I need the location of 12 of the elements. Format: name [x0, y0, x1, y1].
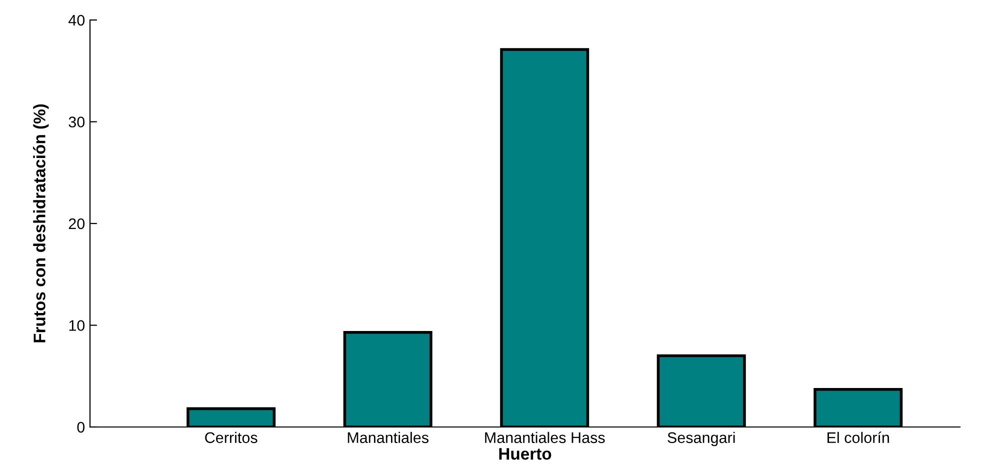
x-tick-label: Manantiales [348, 432, 428, 444]
x-tick-label: Cerritos [205, 432, 258, 444]
x-tick-label: Sesangari [668, 432, 735, 446]
x-axis-title: Huerto [499, 448, 552, 460]
y-axis-title: Frutos con deshidratación (%) [33, 104, 49, 342]
y-tick-label: 10 [69, 320, 85, 331]
x-tick-label: Manantiales Hass [485, 432, 605, 444]
y-tick-label: 30 [68, 116, 85, 128]
y-tick-label: 40 [68, 14, 85, 26]
x-tick-label: El colorín [828, 432, 889, 444]
y-tick-label: 0 [77, 422, 85, 433]
y-tick-label: 20 [68, 218, 85, 230]
